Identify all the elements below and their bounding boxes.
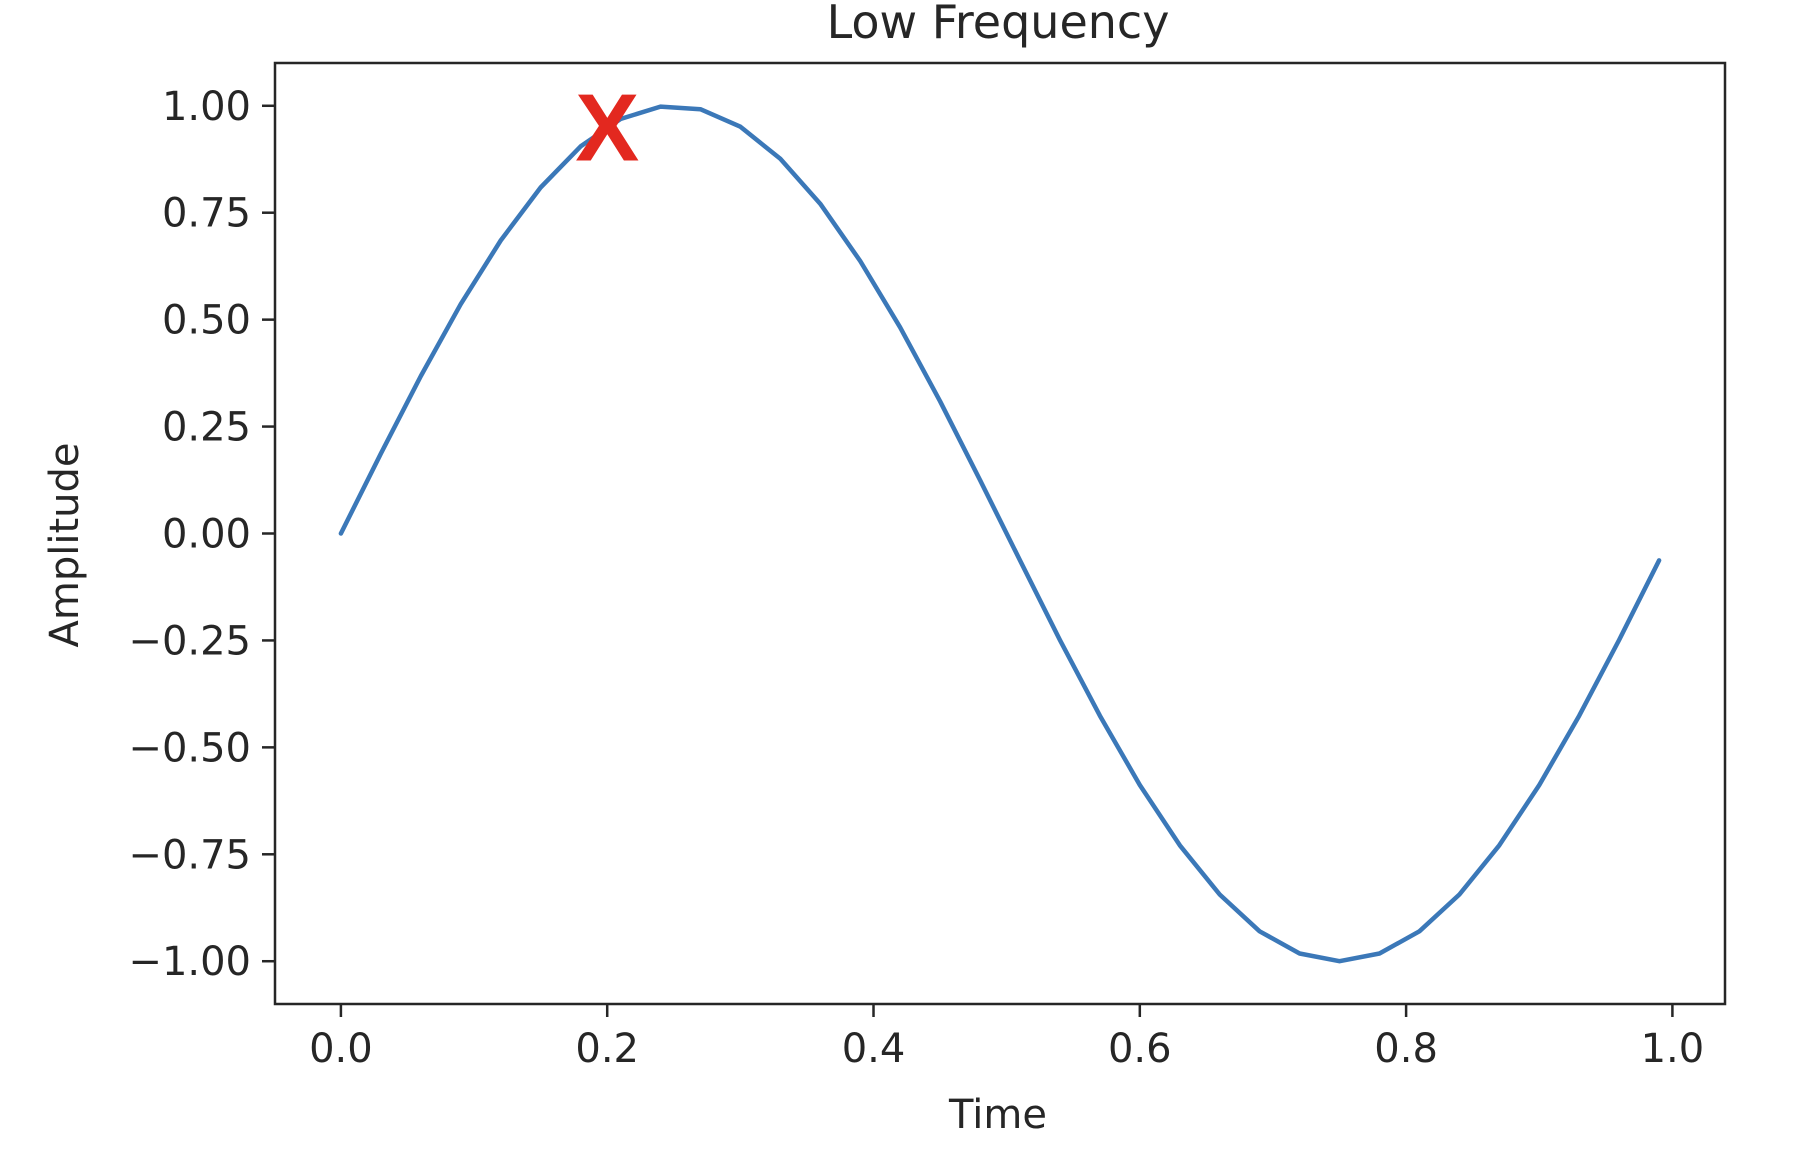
y-tick-label: 0.25 bbox=[162, 405, 251, 451]
chart-title: Low Frequency bbox=[827, 0, 1170, 49]
x-tick-label: 1.0 bbox=[1641, 1026, 1705, 1072]
series-line-0 bbox=[338, 104, 1662, 964]
y-tick-label: −0.25 bbox=[128, 618, 251, 664]
x-tick-label: 0.4 bbox=[842, 1026, 906, 1072]
y-tick-label: −0.75 bbox=[128, 832, 251, 878]
y-tick-label: 0.75 bbox=[162, 191, 251, 237]
x-tick-label: 0.8 bbox=[1374, 1026, 1438, 1072]
y-tick-label: −1.00 bbox=[128, 939, 251, 985]
y-tick-label: 1.00 bbox=[162, 84, 251, 130]
x-tick-label: 0.0 bbox=[309, 1026, 373, 1072]
y-tick-label: 0.50 bbox=[162, 298, 251, 344]
red-x-marker: X bbox=[575, 75, 639, 182]
axes-frame bbox=[273, 61, 1727, 1006]
x-tick-label: 0.2 bbox=[575, 1026, 639, 1072]
x-tick-label: 0.6 bbox=[1108, 1026, 1172, 1072]
y-tick-label: −0.50 bbox=[128, 725, 251, 771]
x-axis-label: Time bbox=[948, 1092, 1047, 1138]
y-tick-label: 0.00 bbox=[162, 512, 251, 558]
y-axis-label: Amplitude bbox=[42, 443, 88, 648]
plot-area: 0.0 0.2 0.4 0.6 0.8 1.0 1.00 0.75 0.50 0.25 0.00 −0… bbox=[128, 61, 1727, 1072]
